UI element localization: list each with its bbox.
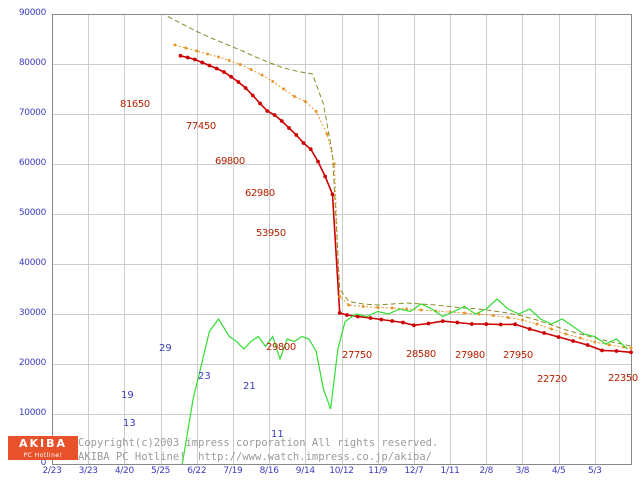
price-label: 27980 [455, 350, 485, 361]
y-tick-label: 0 [40, 458, 47, 468]
price-label: 77450 [186, 121, 216, 132]
x-tick-label: 7/19 [223, 466, 243, 476]
x-tick-label: 11/9 [368, 466, 388, 476]
x-tick-label: 5/25 [151, 466, 171, 476]
y-tick-label: 20000 [18, 358, 46, 368]
x-tick-label: 3/8 [515, 466, 530, 476]
price-label: 22720 [537, 374, 567, 385]
y-tick-label: 30000 [18, 308, 46, 318]
price-label: 27750 [342, 350, 372, 361]
x-tick-label: 1/11 [440, 466, 460, 476]
logo-main-text: AKIBA [8, 436, 78, 451]
y-tick-label: 50000 [18, 208, 46, 218]
count-label: 21 [243, 381, 256, 392]
y-tick-label: 70000 [18, 108, 46, 118]
price-label: 27950 [503, 350, 533, 361]
x-tick-label: 9/14 [295, 466, 315, 476]
price-label: 29800 [266, 342, 296, 353]
x-tick-label: 5/3 [588, 466, 602, 476]
x-tick-label: 2/8 [479, 466, 494, 476]
x-tick-label: 6/22 [187, 466, 207, 476]
price-label: 81650 [120, 99, 150, 110]
x-tick-label: 12/7 [404, 466, 424, 476]
count-label: 23 [198, 371, 211, 382]
y-tick-label: 40000 [18, 258, 46, 268]
logo-sub-text: PC Hotline! [8, 451, 78, 460]
price-label: 28580 [406, 349, 436, 360]
x-tick-label: 10/12 [329, 466, 354, 476]
count-label: 13 [123, 418, 136, 429]
price-label: 22350 [608, 373, 638, 384]
price-label: 69800 [215, 156, 245, 167]
akiba-logo: AKIBA PC Hotline! [8, 436, 78, 460]
site-url-line: AKIBA PC Hotline! http://www.watch.impre… [78, 451, 433, 463]
y-tick-label: 60000 [18, 158, 46, 168]
price-label: 62980 [245, 188, 275, 199]
x-tick-label: 2/23 [42, 466, 62, 476]
x-tick-label: 3/23 [78, 466, 98, 476]
price-label: 53950 [256, 228, 286, 239]
copyright-line: Copyright(c)2003 impress corporation All… [78, 437, 439, 449]
y-tick-label: 80000 [18, 58, 46, 68]
count-label: 29 [159, 343, 172, 354]
y-tick-label: 10000 [18, 408, 46, 418]
x-tick-label: 8/16 [259, 466, 279, 476]
count-label: 11 [271, 429, 284, 440]
count-label: 19 [121, 390, 134, 401]
y-tick-label: 90000 [18, 8, 46, 18]
x-tick-label: 4/5 [551, 466, 566, 476]
x-tick-label: 4/20 [114, 466, 134, 476]
